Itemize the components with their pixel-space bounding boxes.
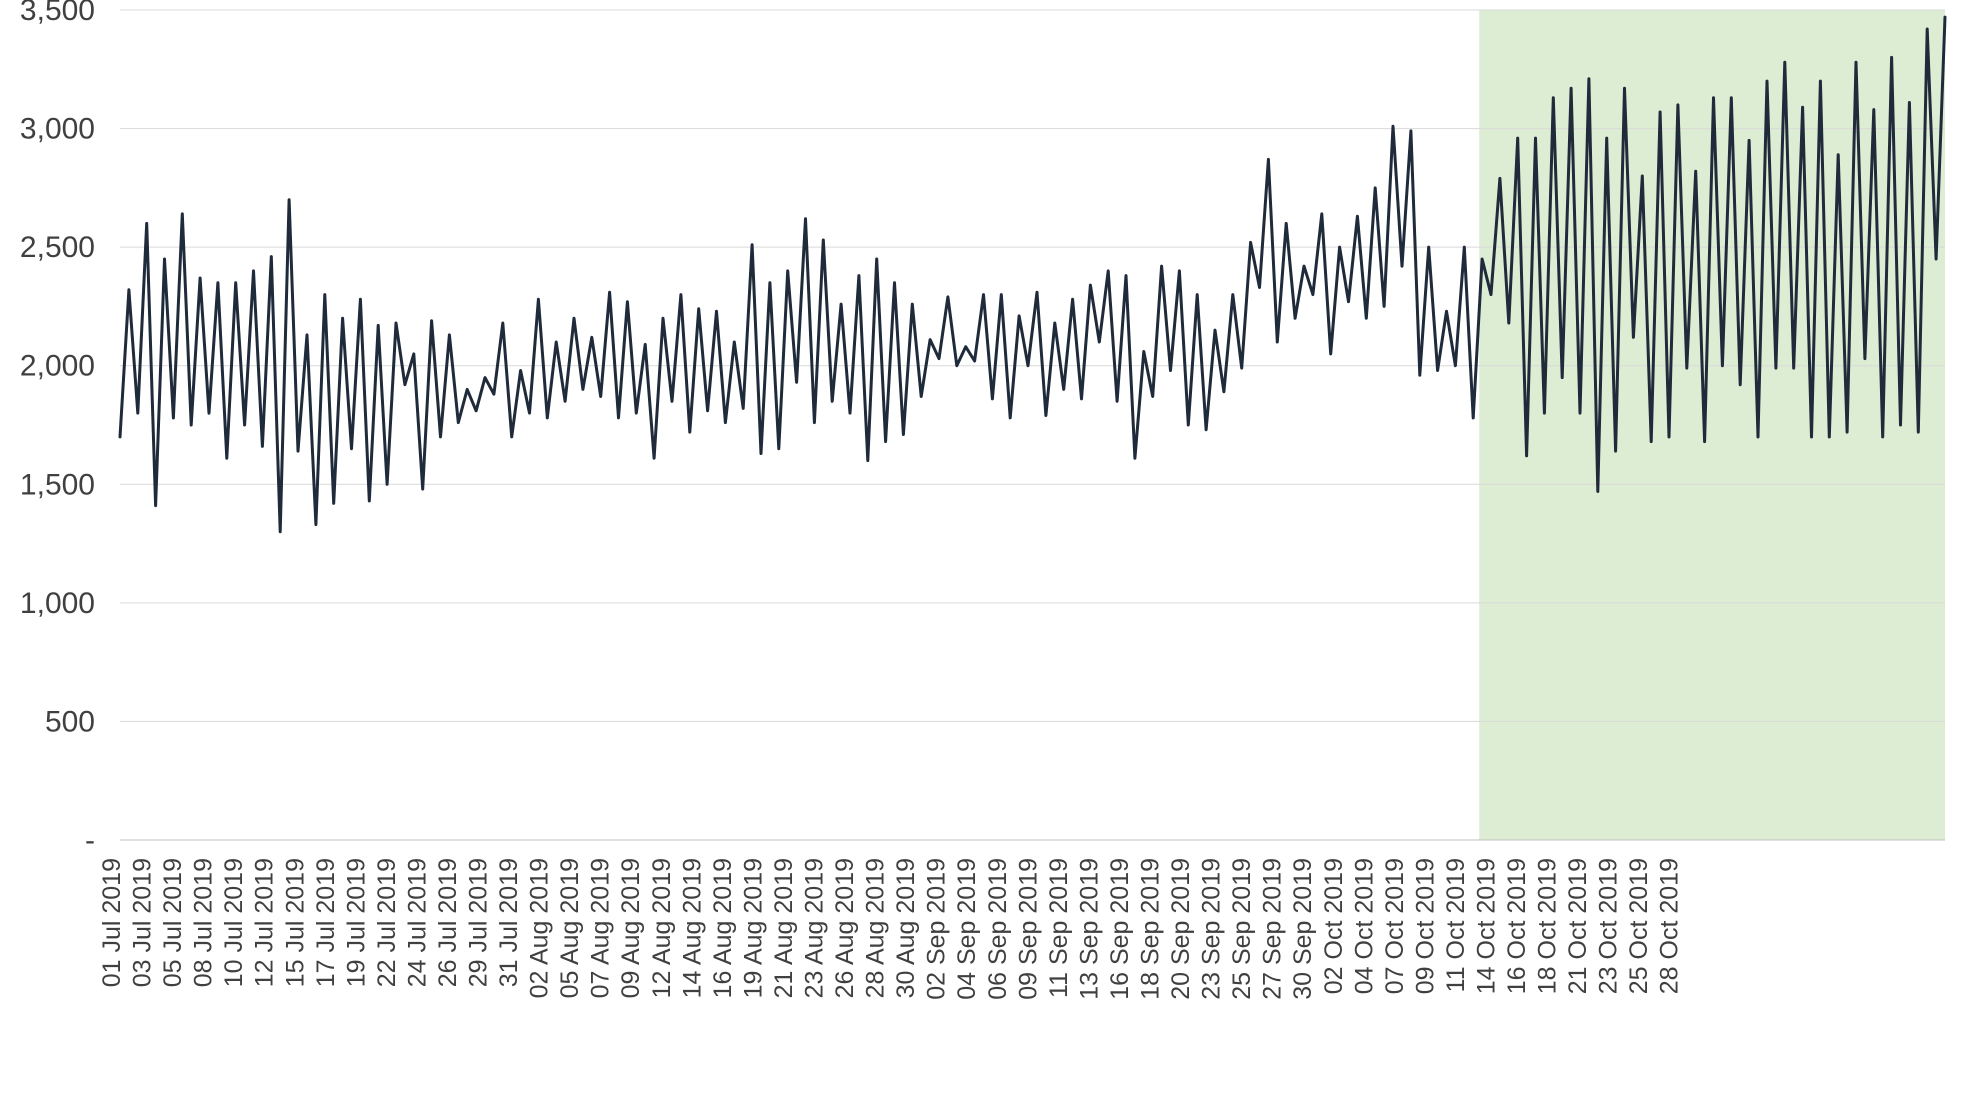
timeseries-chart: - 500 1,000 1,500 2,000 2,500 3,000 3,500 01 Jul… <box>0 0 1965 1101</box>
x-tick-label: 02 Oct 2019 <box>1320 858 1348 994</box>
x-tick-label: 14 Oct 2019 <box>1472 858 1500 994</box>
x-tick-label: 09 Oct 2019 <box>1411 858 1439 994</box>
y-tick-label: 2,500 <box>20 231 95 264</box>
x-tick-label: 12 Aug 2019 <box>648 858 676 998</box>
x-tick-label: 06 Sep 2019 <box>984 858 1012 1000</box>
x-tick-label: 30 Aug 2019 <box>892 858 920 998</box>
x-tick-label: 24 Jul 2019 <box>403 858 431 987</box>
x-tick-label: 01 Jul 2019 <box>98 858 126 987</box>
x-tick-label: 25 Sep 2019 <box>1228 858 1256 1000</box>
x-tick-label: 25 Oct 2019 <box>1625 858 1653 994</box>
x-tick-label: 11 Oct 2019 <box>1442 858 1470 992</box>
y-tick-label: 3,000 <box>20 113 95 146</box>
chart-svg: - 500 1,000 1,500 2,000 2,500 3,000 3,500 01 Jul… <box>0 0 1965 1101</box>
x-tick-label: 07 Aug 2019 <box>587 858 615 998</box>
y-tick-label: 1,000 <box>20 587 95 620</box>
x-tick-label: 26 Aug 2019 <box>831 858 859 998</box>
x-tick-label: 19 Aug 2019 <box>739 858 767 998</box>
x-tick-label: 20 Sep 2019 <box>1167 858 1195 1000</box>
x-tick-label: 21 Aug 2019 <box>770 858 798 998</box>
x-tick-label: 16 Sep 2019 <box>1106 858 1134 1000</box>
x-tick-label: 29 Jul 2019 <box>465 858 493 987</box>
y-tick-label: 500 <box>45 705 95 738</box>
x-tick-label: 23 Aug 2019 <box>801 858 829 998</box>
x-tick-label: 21 Oct 2019 <box>1564 858 1592 994</box>
x-tick-label: 08 Jul 2019 <box>190 858 218 987</box>
x-tick-label: 10 Jul 2019 <box>220 858 248 987</box>
x-tick-label: 07 Oct 2019 <box>1381 858 1409 994</box>
x-tick-label: 02 Sep 2019 <box>923 858 951 1000</box>
x-tick-label: 05 Jul 2019 <box>159 858 187 987</box>
x-tick-label: 11 Sep 2019 <box>1045 858 1073 998</box>
x-tick-label: 18 Oct 2019 <box>1534 858 1562 994</box>
x-tick-label: 17 Jul 2019 <box>312 858 340 987</box>
y-tick-label: 2,000 <box>20 350 95 383</box>
x-tick-label: 09 Sep 2019 <box>1014 858 1042 1000</box>
x-tick-label: 05 Aug 2019 <box>556 858 584 998</box>
x-tick-label: 09 Aug 2019 <box>617 858 645 998</box>
x-tick-label: 12 Jul 2019 <box>251 858 279 987</box>
x-tick-label: 23 Sep 2019 <box>1198 858 1226 1000</box>
x-tick-label: 19 Jul 2019 <box>342 858 370 987</box>
y-tick-label: 1,500 <box>20 468 95 501</box>
x-tick-label: 14 Aug 2019 <box>678 858 706 998</box>
x-tick-label: 02 Aug 2019 <box>526 858 554 998</box>
x-tick-label: 16 Oct 2019 <box>1503 858 1531 994</box>
x-tick-label: 22 Jul 2019 <box>373 858 401 987</box>
x-tick-label: 23 Oct 2019 <box>1595 858 1623 994</box>
x-tick-label: 18 Sep 2019 <box>1136 858 1164 1000</box>
y-tick-label: - <box>85 824 95 857</box>
x-tick-label: 04 Sep 2019 <box>953 858 981 1000</box>
x-tick-label: 15 Jul 2019 <box>281 858 309 987</box>
x-tick-label: 28 Aug 2019 <box>862 858 890 998</box>
x-tick-label: 04 Oct 2019 <box>1350 858 1378 994</box>
x-tick-label: 16 Aug 2019 <box>709 858 737 998</box>
x-tick-label: 27 Sep 2019 <box>1259 858 1287 1000</box>
x-tick-label: 13 Sep 2019 <box>1075 858 1103 1000</box>
x-tick-label: 31 Jul 2019 <box>495 858 523 987</box>
y-tick-label: 3,500 <box>20 0 95 27</box>
x-tick-label: 03 Jul 2019 <box>129 858 157 987</box>
x-tick-label: 30 Sep 2019 <box>1289 858 1317 1000</box>
x-tick-label: 28 Oct 2019 <box>1656 858 1684 994</box>
x-tick-label: 26 Jul 2019 <box>434 858 462 987</box>
